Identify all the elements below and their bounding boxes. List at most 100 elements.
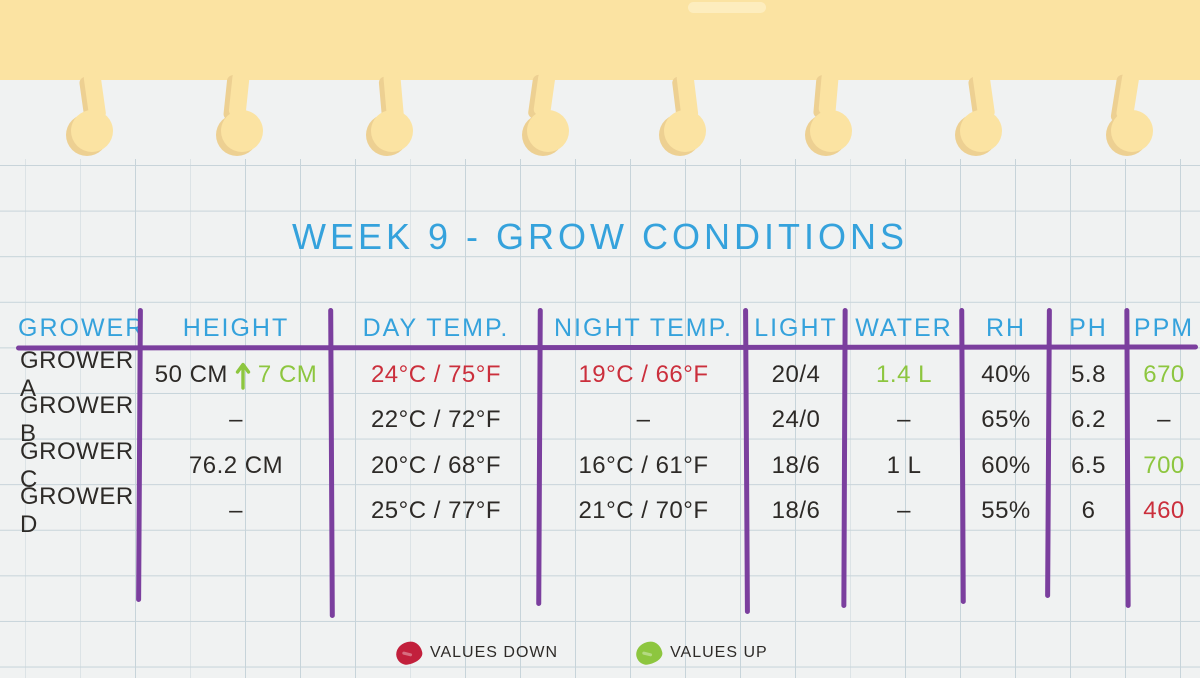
cell-value: 6.5 <box>1071 451 1106 479</box>
table-cell: – <box>140 489 332 535</box>
cell-value: 50 CM <box>154 360 228 388</box>
table-cell: 20/4 <box>747 352 845 398</box>
arrow-up-icon <box>235 360 251 390</box>
cell-value: 1 L <box>886 451 922 479</box>
cell-value: 24°C / 75°F <box>370 360 502 388</box>
table-cell: GROWER D <box>0 483 140 538</box>
header-underline <box>15 344 1199 351</box>
drip-stem <box>818 71 839 116</box>
table-cell: 16°C / 61°F <box>540 443 747 489</box>
table-cell: – <box>140 398 332 444</box>
table-cell: – <box>540 398 747 444</box>
table-cell: – <box>1128 398 1200 444</box>
table-cell: 18/6 <box>747 443 845 489</box>
column-header-rh: RH <box>985 313 1027 342</box>
column-header-ph: PH <box>1069 313 1108 342</box>
table-cell: GROWER A <box>0 347 140 402</box>
cell-value: 16°C / 61°F <box>578 451 709 479</box>
table-cell: 40% <box>963 352 1049 398</box>
table-cell: GROWER C <box>0 438 140 493</box>
table-cell: 19°C / 66°F <box>540 352 747 398</box>
column-header-light: LIGHT <box>754 313 838 342</box>
dot-shine <box>401 651 413 657</box>
paint-drip-icon <box>527 70 569 156</box>
cell-value: – <box>1157 406 1171 434</box>
column-header-day-temp: DAY TEMP. <box>362 313 510 342</box>
table-cell: 20°C / 68°F <box>332 443 540 489</box>
table-cell: 6.2 <box>1049 398 1128 444</box>
drip-blob <box>527 110 569 152</box>
table-cell: 1 L <box>845 443 963 489</box>
values-up-dot-icon <box>633 639 665 667</box>
table-body: GROWER A 50 CM 7 CM 24°C / 75°F 19°C / 66°F 2… <box>0 347 1200 539</box>
drip-blob <box>810 110 852 152</box>
table-cell: GROWER B <box>0 392 140 447</box>
table-cell: 60% <box>963 443 1049 489</box>
table-cell: 1.4 L <box>845 352 963 398</box>
table-cell: – <box>845 398 963 444</box>
column-header-height: HEIGHT <box>182 313 290 342</box>
cell-value: 18/6 <box>771 451 821 479</box>
cell-value: 21°C / 70°F <box>578 497 709 525</box>
table-cell: 460 <box>1128 489 1200 535</box>
cell-value: 6.2 <box>1071 406 1106 434</box>
cell-value: 7 CM <box>257 360 318 388</box>
cell-value: 6 <box>1081 497 1096 525</box>
cell-value: – <box>636 406 651 434</box>
legend: VALUES DOWN VALUES UP <box>393 639 768 667</box>
cell-value: 1.4 L <box>876 360 932 388</box>
cell-value: GROWER B <box>20 392 134 448</box>
cell-value: 700 <box>1143 451 1185 479</box>
cell-value: 460 <box>1143 497 1185 525</box>
yellow-banner <box>0 0 1200 80</box>
values-down-dot-icon <box>393 639 425 667</box>
cell-value: 60% <box>981 451 1031 479</box>
cell-value: 55% <box>981 497 1031 525</box>
table-cell: 5.8 <box>1049 352 1128 398</box>
cell-value: 40% <box>981 360 1031 388</box>
legend-label: VALUES UP <box>670 644 768 661</box>
table-cell: 55% <box>963 489 1049 535</box>
legend-label: VALUES DOWN <box>430 644 559 661</box>
paint-drip-icon <box>71 70 113 156</box>
cell-value: GROWER A <box>20 346 134 402</box>
table-cell: 65% <box>963 398 1049 444</box>
paint-drip-icon <box>221 71 263 156</box>
table-cell: 24/0 <box>747 398 845 444</box>
cell-value: – <box>897 406 911 434</box>
table-cell: 22°C / 72°F <box>332 398 540 444</box>
page-title: WEEK 9 - GROW CONDITIONS <box>291 216 908 257</box>
cell-value: 670 <box>1143 360 1185 388</box>
cell-value: 76.2 CM <box>188 451 284 479</box>
cell-value: 25°C / 77°F <box>370 497 502 525</box>
table-cell: 21°C / 70°F <box>540 489 747 535</box>
cell-value: – <box>897 497 911 525</box>
cell-value: – <box>229 497 243 525</box>
table-cell: 76.2 CM <box>140 443 332 489</box>
table-header-row: GROWER HEIGHT DAY TEMP. NIGHT TEMP. LIGH… <box>0 304 1200 352</box>
cell-value: – <box>229 406 243 434</box>
column-header-night-temp: NIGHT TEMP. <box>554 313 733 342</box>
drip-blob <box>71 110 113 152</box>
column-header-water: WATER <box>855 313 953 342</box>
column-header-grower: GROWER <box>18 313 146 342</box>
cell-value: GROWER D <box>20 483 134 539</box>
table-cell: 18/6 <box>747 489 845 535</box>
table-cell: 670 <box>1128 352 1200 398</box>
table-cell: 6.5 <box>1049 443 1128 489</box>
drip-blob <box>664 110 706 152</box>
drip-blob <box>960 110 1002 152</box>
table-cell: 25°C / 77°F <box>332 489 540 535</box>
table-cell: 24°C / 75°F <box>332 352 540 398</box>
cell-value: 19°C / 66°F <box>578 360 709 388</box>
paint-drip-icon <box>371 71 413 156</box>
table-cell: 6 <box>1049 489 1128 535</box>
cell-value: 18/6 <box>771 497 821 525</box>
banner-highlight <box>688 2 766 13</box>
table-cell: 50 CM 7 CM <box>140 352 332 398</box>
legend-item-values-up: VALUES UP <box>633 639 768 667</box>
paint-drip-icon <box>1111 70 1153 156</box>
cell-value: GROWER C <box>20 437 134 493</box>
cell-value: 65% <box>981 406 1031 434</box>
